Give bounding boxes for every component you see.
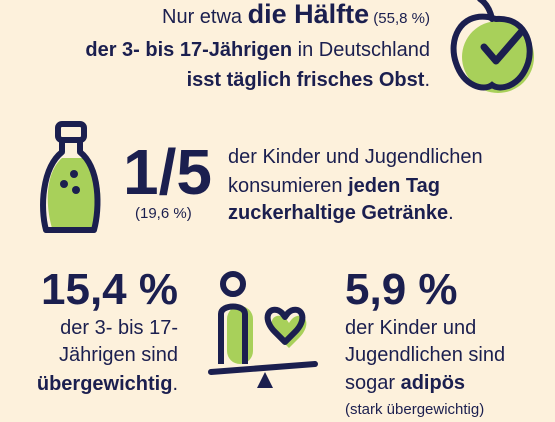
overweight-line: Jährigen sind — [59, 343, 178, 367]
emphasis: adipös — [400, 372, 466, 394]
headline-number: 1/5 — [123, 136, 212, 208]
text: Nur etwa — [162, 6, 248, 28]
text: Jährigen sind — [59, 344, 178, 366]
text: (55,8 %) — [369, 10, 430, 27]
obesity-line: sogar adipös — [345, 371, 465, 395]
text: . — [448, 202, 454, 224]
bottle-icon — [40, 121, 101, 233]
fruit-line: Nur etwa die Hälfte (55,8 %) — [162, 0, 430, 31]
percentage: (19,6 %) — [135, 205, 192, 222]
overweight-line: der 3- bis 17- — [60, 316, 178, 340]
scale-icon — [208, 271, 318, 388]
obesity-note: (stark übergewichtig) — [345, 398, 484, 422]
text: der Kinder und — [345, 317, 477, 339]
text: in Deutschland — [292, 39, 430, 61]
drinks-line: konsumieren jeden Tag — [228, 174, 440, 198]
headline-number: 5,9 % — [345, 265, 458, 314]
emphasis: übergewichtig — [36, 373, 173, 395]
overweight-line: übergewichtig. — [37, 372, 178, 396]
text: Jugendlichen sind — [345, 344, 506, 366]
text: (stark übergewichtig) — [345, 401, 485, 418]
emphasis: isst täglich frisches Obst — [186, 69, 425, 91]
fruit-line: isst täglich frisches Obst. — [187, 68, 430, 92]
headline-number: 15,4 % — [41, 265, 178, 314]
text: konsumieren — [228, 175, 349, 197]
emphasis: zuckerhaltige Getränke — [228, 202, 449, 224]
emphasis: die Hälfte — [247, 0, 370, 29]
text: . — [172, 373, 178, 395]
text: sogar — [345, 372, 401, 394]
drinks-line: der Kinder und Jugendlichen — [228, 145, 483, 169]
obesity-line: Jugendlichen sind — [345, 343, 505, 367]
emphasis: jeden Tag — [348, 175, 440, 197]
text: . — [424, 69, 430, 91]
obesity-line: der Kinder und — [345, 316, 476, 340]
fruit-line: der 3- bis 17-Jährigen in Deutschland — [85, 38, 430, 62]
text: der 3- bis 17- — [60, 317, 178, 339]
apple-icon — [450, 0, 534, 93]
text: der Kinder und Jugendlichen — [228, 146, 483, 168]
emphasis: der 3- bis 17-Jährigen — [85, 39, 293, 61]
drinks-line: zuckerhaltige Getränke. — [228, 201, 454, 225]
